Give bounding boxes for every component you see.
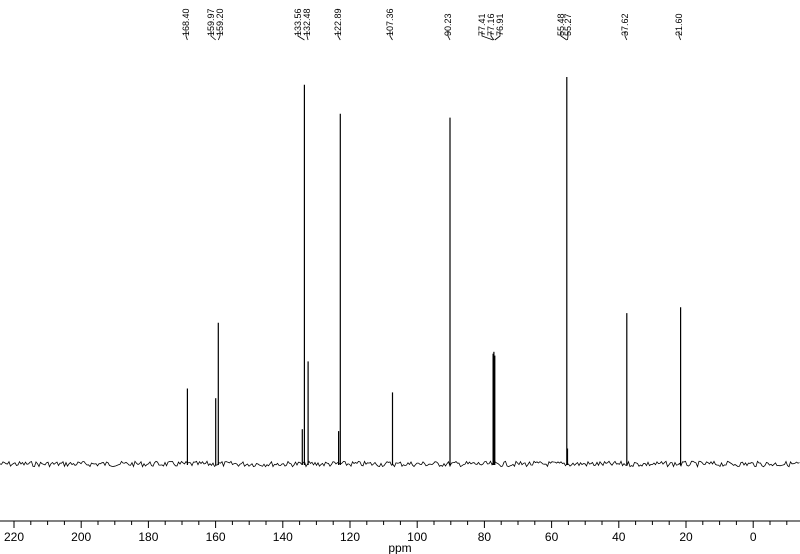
x-tick-label-200: 200	[71, 530, 91, 544]
peak-label-connector-4	[306, 31, 309, 41]
x-tick-label-40: 40	[612, 530, 626, 544]
x-tick-label-100: 100	[407, 530, 427, 544]
peak-label-layer: 168.40 159.97 159.20 133.56 132.48 122.89 107.…	[181, 8, 684, 41]
peak-label-5: 122.89	[333, 8, 343, 36]
peak-label-connector-1	[210, 31, 216, 41]
peak-label-connector-3	[297, 31, 305, 41]
x-axis: ppm 220 200 180 160 140 120 100 80 60 40 20 0	[0, 520, 800, 554]
x-axis-title: ppm	[388, 541, 411, 554]
peak-label-0: 168.40	[181, 8, 191, 36]
peak-label-12: 55.27	[563, 13, 573, 36]
x-tick-label-20: 20	[679, 530, 693, 544]
x-tick-label-60: 60	[545, 530, 559, 544]
peak-label-connector-11	[560, 31, 568, 41]
spectrum-trace-layer	[0, 77, 800, 468]
peak-label-connector-12	[567, 31, 569, 41]
peak-label-connector-8	[481, 31, 494, 41]
peak-label-8: 77.41	[477, 13, 487, 36]
peak-label-connector-6	[389, 31, 393, 41]
peak-label-1: 159.97	[206, 8, 216, 36]
baseline-trace	[0, 460, 800, 468]
peak-label-13: 37.62	[620, 13, 630, 36]
peak-label-connector-13	[624, 31, 628, 41]
x-tick-label-140: 140	[273, 530, 293, 544]
peak-label-3: 133.56	[293, 8, 303, 36]
peak-label-connector-14	[678, 31, 681, 41]
x-tick-label-0: 0	[750, 530, 757, 544]
peak-label-10: 76.91	[495, 13, 505, 36]
x-tick-label-80: 80	[478, 530, 492, 544]
peak-label-2: 159.20	[215, 8, 225, 36]
x-tick-label-180: 180	[138, 530, 158, 544]
peak-label-7: 90.23	[443, 13, 453, 36]
peak-label-connector-2	[217, 31, 221, 41]
peak-label-11: 55.48	[556, 13, 566, 36]
x-tick-label-220: 220	[4, 530, 24, 544]
peak-label-connector-7	[447, 31, 451, 41]
peak-label-9: 77.16	[486, 13, 496, 36]
peak-label-connector-9	[490, 31, 495, 41]
x-tick-label-120: 120	[340, 530, 360, 544]
peak-label-14: 21.60	[674, 13, 684, 36]
peak-label-connector-5	[337, 31, 341, 41]
peak-label-connector-10	[494, 31, 501, 41]
x-tick-label-160: 160	[206, 530, 226, 544]
peak-label-4: 132.48	[302, 8, 312, 36]
peak-label-connector-0	[185, 31, 188, 41]
peak-label-6: 107.36	[385, 8, 395, 36]
